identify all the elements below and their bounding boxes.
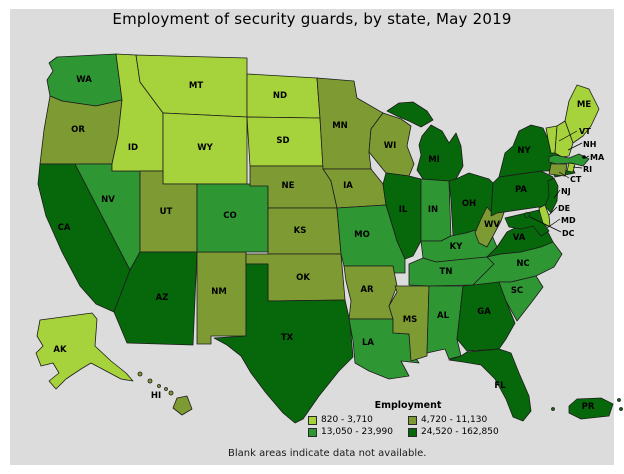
legend-item-1: 820 - 3,710 bbox=[308, 415, 408, 425]
callout-line-de bbox=[548, 206, 558, 216]
state-label-wi: WI bbox=[384, 141, 397, 151]
state-label-dc: DC bbox=[562, 229, 575, 238]
state-label-ks: KS bbox=[294, 226, 307, 236]
state-label-sc: SC bbox=[511, 286, 523, 296]
state-label-md: MD bbox=[561, 216, 576, 225]
legend-items: 820 - 3,710 4,720 - 11,130 13,050 - 23,990… bbox=[308, 415, 508, 437]
callout-line-ct bbox=[558, 171, 570, 179]
legend-title: Employment bbox=[374, 400, 442, 411]
state-mi bbox=[386, 101, 464, 182]
state-fl bbox=[448, 348, 532, 422]
state-label-ms: MS bbox=[403, 315, 418, 325]
state-label-vt: VT bbox=[579, 127, 591, 136]
legend-swatch-2 bbox=[408, 415, 417, 425]
state-label-in: IN bbox=[428, 205, 438, 215]
state-wi bbox=[368, 112, 415, 177]
state-ri bbox=[566, 162, 576, 173]
state-nj bbox=[544, 177, 559, 214]
legend-label-2: 4,720 - 11,130 bbox=[421, 415, 488, 425]
legend-label-3: 13,050 - 23,990 bbox=[321, 427, 393, 437]
legend-swatch-4 bbox=[408, 427, 417, 437]
state-tx bbox=[213, 263, 354, 424]
state-label-nh: NH bbox=[583, 140, 596, 149]
state-label-hi: HI bbox=[151, 391, 161, 401]
state-label-ga: GA bbox=[477, 307, 491, 317]
state-ma bbox=[548, 153, 590, 167]
state-me bbox=[564, 84, 600, 144]
state-label-nm: NM bbox=[211, 287, 227, 297]
state-label-ok: OK bbox=[296, 273, 310, 283]
legend-swatch-3 bbox=[308, 427, 317, 437]
state-sc bbox=[498, 275, 544, 322]
state-label-ak: AK bbox=[53, 345, 67, 355]
legend-swatch-1 bbox=[308, 415, 317, 425]
state-al bbox=[426, 285, 464, 360]
state-label-tx: TX bbox=[281, 333, 294, 343]
state-label-ri: RI bbox=[583, 165, 592, 174]
state-label-pa: PA bbox=[515, 185, 527, 195]
state-ak bbox=[35, 312, 134, 390]
state-label-wa: WA bbox=[76, 75, 92, 85]
legend: Employment 820 - 3,710 4,720 - 11,130 13,0… bbox=[308, 400, 508, 437]
state-label-va: VA bbox=[513, 233, 526, 243]
state-label-nj: NJ bbox=[561, 187, 571, 196]
state-label-nc: NC bbox=[516, 259, 529, 269]
callout-line-ri bbox=[572, 166, 583, 169]
state-label-ny: NY bbox=[517, 146, 531, 156]
state-nh bbox=[554, 120, 574, 158]
state-dc bbox=[524, 212, 530, 218]
state-label-mt: MT bbox=[189, 81, 203, 91]
state-label-ne: NE bbox=[282, 181, 295, 191]
state-label-mn: MN bbox=[332, 121, 348, 131]
state-label-al: AL bbox=[437, 311, 450, 321]
state-label-nv: NV bbox=[101, 195, 115, 205]
state-label-ca: CA bbox=[58, 223, 71, 233]
state-label-ky: KY bbox=[450, 242, 464, 252]
state-label-ia: IA bbox=[343, 181, 353, 191]
legend-label-4: 24,520 - 162,850 bbox=[421, 427, 499, 437]
state-label-me: ME bbox=[577, 100, 591, 110]
state-label-wv: WV bbox=[484, 220, 500, 230]
state-md bbox=[504, 209, 550, 237]
callout-line-nh bbox=[567, 142, 583, 151]
state-label-ma: MA bbox=[590, 153, 605, 162]
state-label-ut: UT bbox=[160, 207, 173, 217]
legend-item-3: 13,050 - 23,990 bbox=[308, 427, 408, 437]
state-label-la: LA bbox=[362, 338, 374, 348]
state-label-oh: OH bbox=[462, 199, 476, 209]
legend-item-4: 24,520 - 162,850 bbox=[408, 427, 508, 437]
state-hi bbox=[137, 371, 193, 416]
state-il bbox=[382, 172, 422, 260]
chart-title: Employment of security guards, by state,… bbox=[112, 10, 512, 28]
callout-line-nj bbox=[553, 189, 561, 199]
state-pr bbox=[551, 397, 623, 420]
state-label-mo: MO bbox=[354, 230, 370, 240]
state-label-de: DE bbox=[558, 204, 570, 213]
state-label-id: ID bbox=[128, 143, 138, 153]
legend-label-1: 820 - 3,710 bbox=[321, 415, 373, 425]
state-label-pr: PR bbox=[582, 402, 595, 412]
state-label-tn: TN bbox=[440, 267, 453, 277]
state-nm bbox=[196, 251, 247, 345]
state-label-nd: ND bbox=[273, 91, 287, 101]
state-label-il: IL bbox=[399, 205, 408, 215]
callout-line-vt bbox=[558, 130, 578, 142]
state-label-ct: CT bbox=[570, 175, 582, 184]
legend-item-2: 4,720 - 11,130 bbox=[408, 415, 508, 425]
state-ct bbox=[548, 163, 568, 177]
state-label-sd: SD bbox=[276, 136, 289, 146]
state-label-ar: AR bbox=[360, 285, 374, 295]
state-label-az: AZ bbox=[156, 293, 169, 303]
callout-line-dc bbox=[529, 216, 562, 233]
state-vt bbox=[545, 125, 558, 154]
ma-marker-dot bbox=[582, 155, 586, 159]
footnote: Blank areas indicate data not available. bbox=[228, 448, 427, 459]
state-label-or: OR bbox=[71, 125, 85, 135]
state-label-fl: FL bbox=[494, 381, 506, 391]
state-label-co: CO bbox=[223, 211, 236, 221]
state-label-wy: WY bbox=[197, 143, 213, 153]
state-label-mi: MI bbox=[428, 155, 440, 165]
